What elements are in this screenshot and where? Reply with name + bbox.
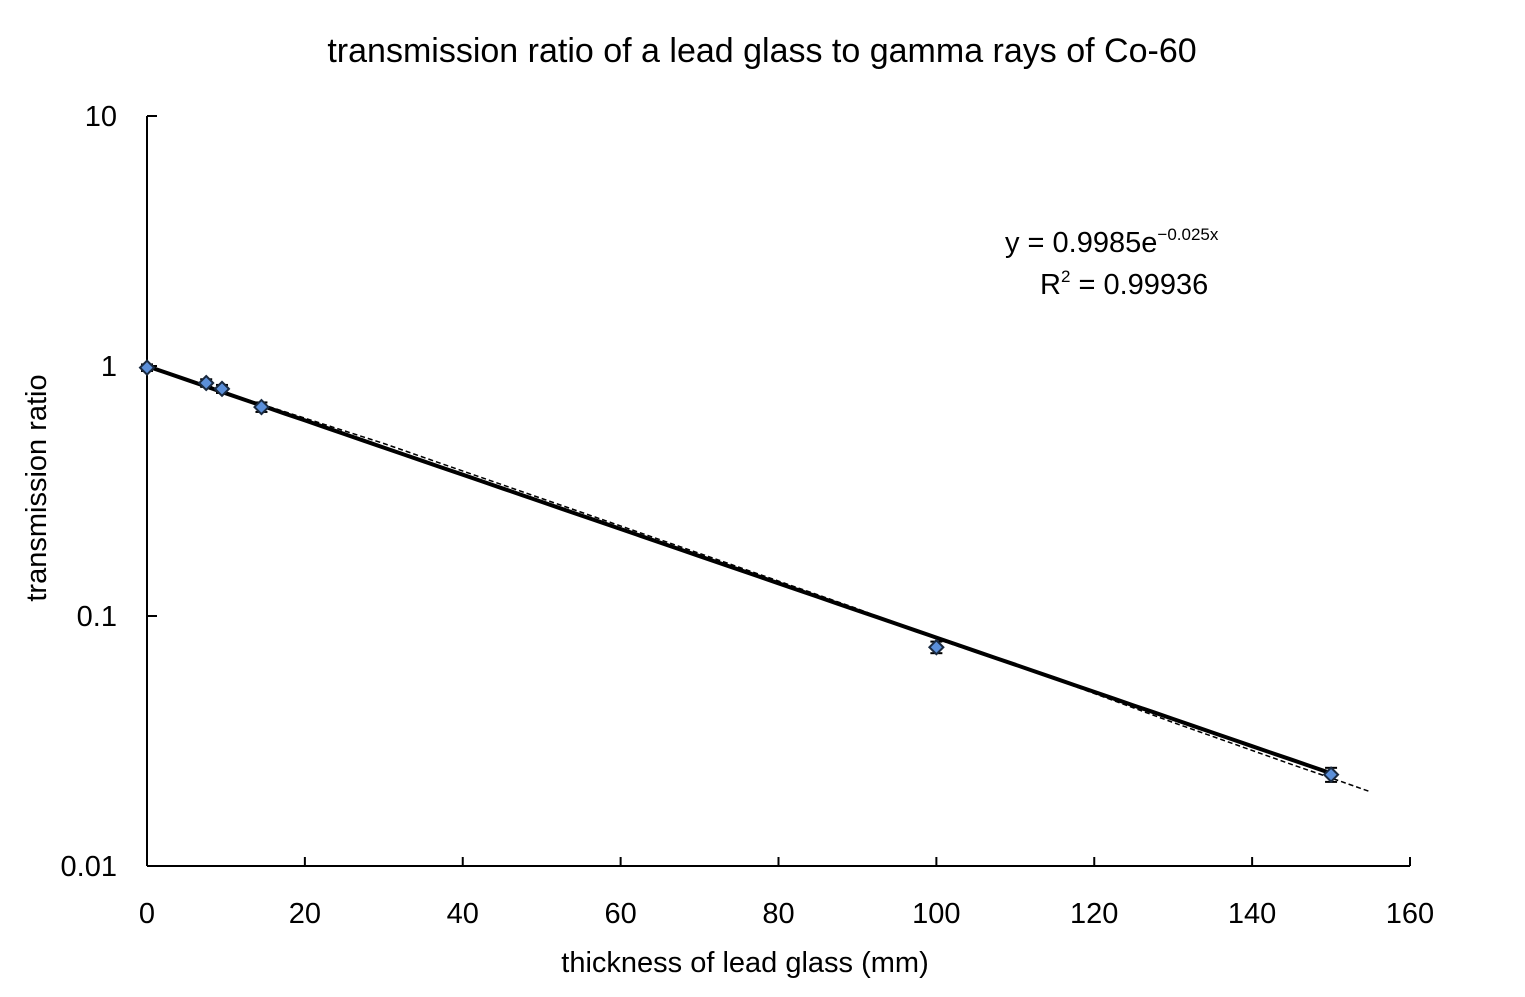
trendline-annotations: y = 0.9985e−0.025x R2 = 0.99936 (1005, 225, 1219, 301)
fit-lines (146, 364, 1371, 793)
r-squared: R2 = 0.99936 (1040, 267, 1208, 301)
x-tick-label: 140 (1228, 898, 1276, 930)
x-tick-label: 80 (762, 898, 794, 930)
x-ticks: 0 20 40 60 80 100 120 140 160 (139, 857, 1434, 930)
r-squared-value: = 0.99936 (1070, 269, 1208, 301)
x-tick-label: 120 (1070, 898, 1118, 930)
data-point (1322, 766, 1340, 784)
x-tick-label: 0 (139, 898, 155, 930)
y-tick-label: 1 (101, 351, 117, 383)
r-squared-base: R (1040, 269, 1061, 301)
y-tick-label: 0.1 (77, 601, 117, 633)
diamond-marker (1322, 766, 1340, 784)
x-tick-label: 60 (604, 898, 636, 930)
y-ticks: 0.01 0.1 1 10 (61, 101, 157, 883)
diamond-marker (138, 359, 156, 377)
r-squared-exponent: 2 (1061, 267, 1070, 286)
y-axis-title: transmission ratio (21, 374, 53, 601)
trendline (146, 364, 1332, 776)
y-tick-label: 10 (85, 101, 117, 133)
data-point (197, 374, 215, 392)
diamond-marker (927, 638, 945, 656)
data-point (927, 638, 945, 656)
chart-title: transmission ratio of a lead glass to ga… (327, 32, 1196, 70)
equation-exponent: −0.025x (1157, 225, 1218, 244)
diamond-marker (253, 398, 270, 416)
diamond-marker (197, 374, 215, 392)
x-tick-label: 100 (912, 898, 960, 930)
x-tick-label: 40 (447, 898, 479, 930)
data-point (213, 380, 231, 398)
x-tick-label: 20 (289, 898, 321, 930)
data-point (138, 359, 156, 377)
dashed-reference-line (146, 366, 1371, 793)
x-tick-label: 160 (1386, 898, 1434, 930)
diamond-marker (213, 380, 231, 398)
plot-area: 0 20 40 60 80 100 120 140 160 0.01 0.1 1 10 (61, 101, 1435, 930)
y-tick-label: 0.01 (61, 851, 117, 883)
data-point (253, 398, 270, 416)
trendline-equation: y = 0.9985e−0.025x (1005, 225, 1219, 259)
data-points (138, 359, 1340, 784)
x-axis-title: thickness of lead glass (mm) (561, 947, 928, 979)
equation-base: y = 0.9985e (1005, 227, 1157, 259)
